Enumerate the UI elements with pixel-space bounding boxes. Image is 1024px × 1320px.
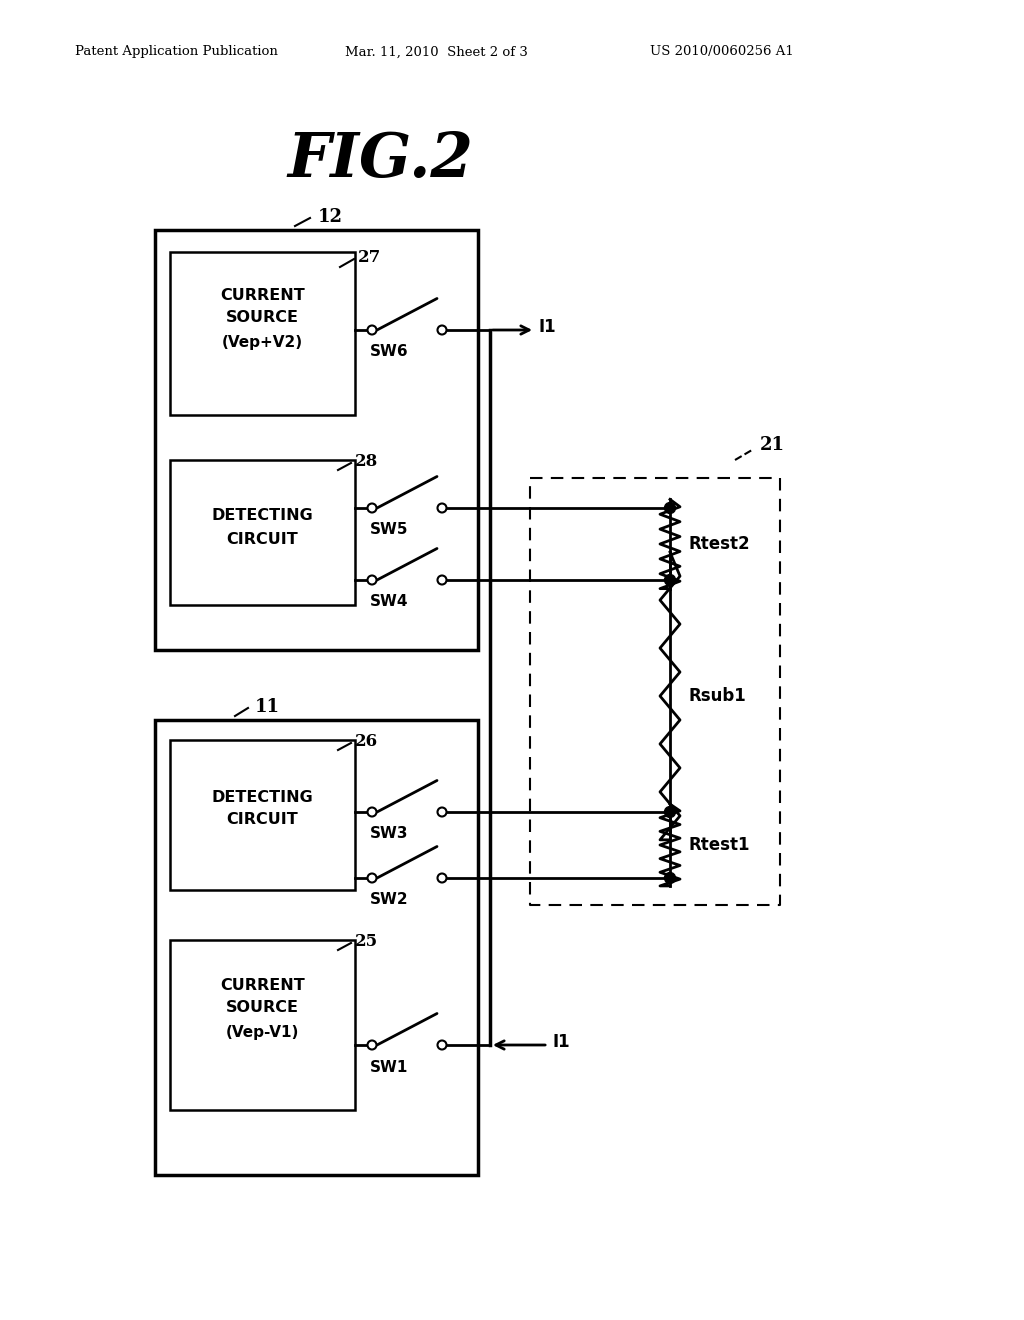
Text: (Vep-V1): (Vep-V1) (226, 1024, 299, 1040)
Text: SOURCE: SOURCE (226, 310, 299, 326)
Circle shape (665, 503, 676, 513)
Text: Rtest2: Rtest2 (688, 535, 750, 553)
Text: I1: I1 (538, 318, 556, 337)
Text: SW4: SW4 (370, 594, 409, 610)
Text: CIRCUIT: CIRCUIT (226, 813, 298, 828)
Circle shape (665, 574, 676, 586)
Text: US 2010/0060256 A1: US 2010/0060256 A1 (650, 45, 794, 58)
Circle shape (437, 576, 446, 585)
Text: SW2: SW2 (370, 892, 409, 908)
Circle shape (368, 503, 377, 512)
Text: Mar. 11, 2010  Sheet 2 of 3: Mar. 11, 2010 Sheet 2 of 3 (345, 45, 528, 58)
Circle shape (368, 808, 377, 817)
Text: CURRENT: CURRENT (220, 288, 305, 302)
Bar (170, 459, 355, 605)
Text: Rtest1: Rtest1 (688, 836, 750, 854)
Circle shape (437, 326, 446, 334)
Text: DETECTING: DETECTING (212, 508, 313, 524)
Text: SW6: SW6 (370, 345, 409, 359)
Text: SW3: SW3 (370, 826, 409, 842)
Text: I1: I1 (552, 1034, 569, 1051)
Circle shape (437, 1040, 446, 1049)
Circle shape (437, 874, 446, 883)
Text: Rsub1: Rsub1 (688, 686, 745, 705)
Text: 12: 12 (318, 209, 343, 226)
Text: SW1: SW1 (370, 1060, 409, 1074)
Text: 27: 27 (358, 249, 381, 267)
Bar (170, 252, 355, 414)
Circle shape (437, 808, 446, 817)
Text: CURRENT: CURRENT (220, 978, 305, 993)
Text: SW5: SW5 (370, 523, 409, 537)
Circle shape (665, 873, 676, 883)
Circle shape (368, 326, 377, 334)
Bar (155, 230, 478, 649)
Text: (Vep+V2): (Vep+V2) (222, 334, 303, 350)
Text: 11: 11 (255, 698, 280, 715)
Text: SOURCE: SOURCE (226, 1001, 299, 1015)
Circle shape (665, 807, 676, 817)
Text: Patent Application Publication: Patent Application Publication (75, 45, 278, 58)
Circle shape (368, 1040, 377, 1049)
Bar (170, 741, 355, 890)
Text: DETECTING: DETECTING (212, 789, 313, 804)
Bar (170, 940, 355, 1110)
Bar (155, 719, 478, 1175)
Text: 25: 25 (355, 933, 378, 950)
Text: FIG.2: FIG.2 (287, 129, 473, 190)
Circle shape (368, 576, 377, 585)
Circle shape (368, 874, 377, 883)
Text: 26: 26 (355, 734, 378, 751)
Text: 21: 21 (760, 436, 785, 454)
Circle shape (437, 503, 446, 512)
Text: CIRCUIT: CIRCUIT (226, 532, 298, 548)
Text: 28: 28 (355, 454, 378, 470)
